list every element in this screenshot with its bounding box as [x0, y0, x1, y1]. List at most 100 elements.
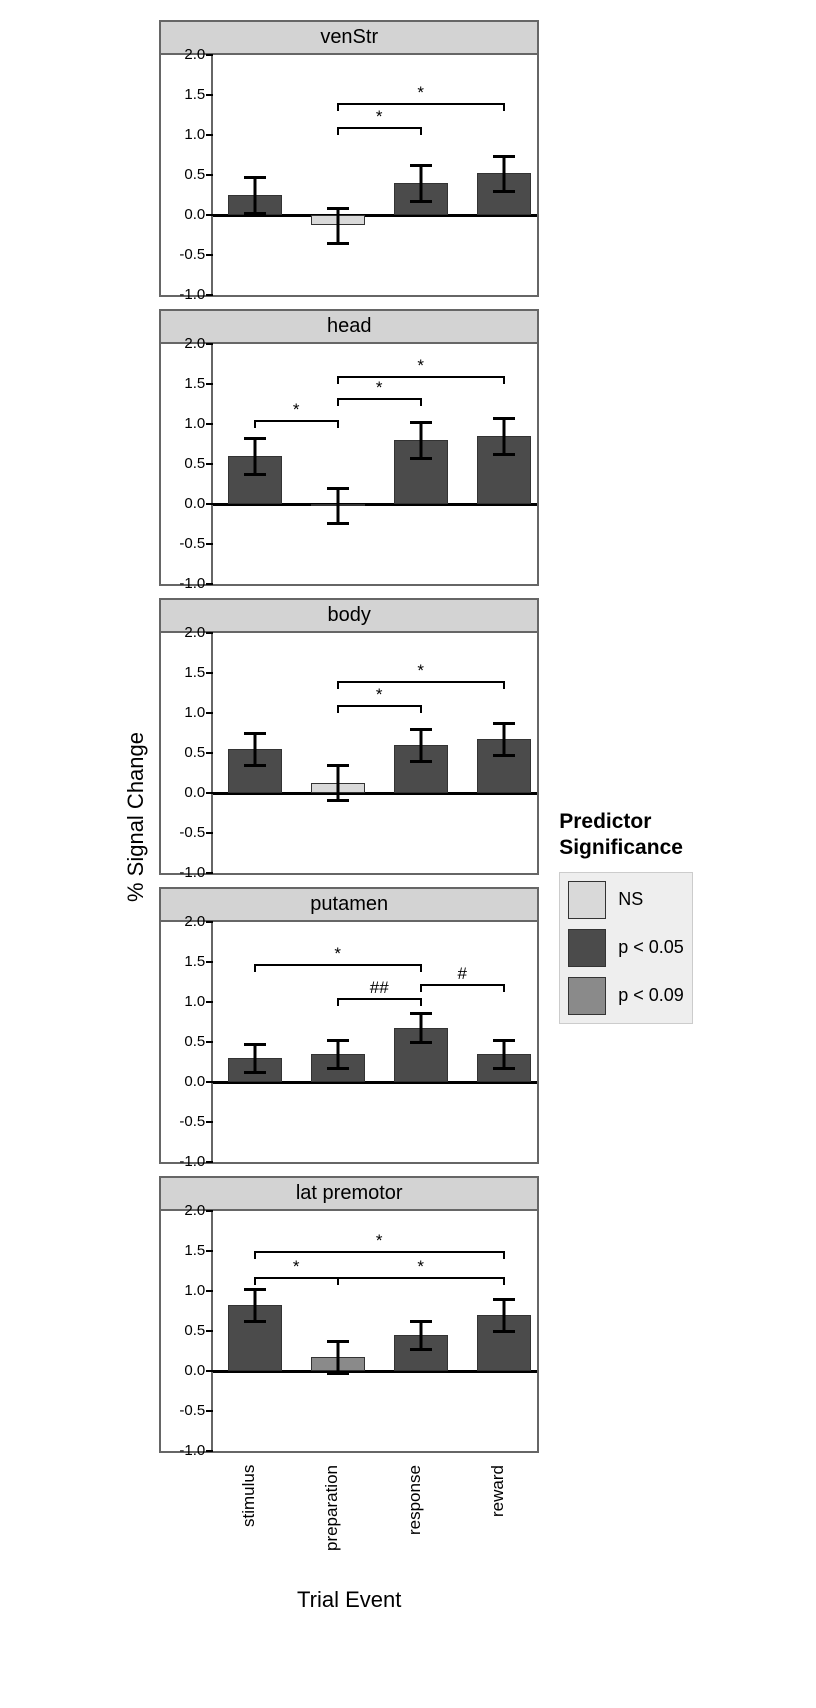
panel-frame: venStr2.01.51.00.50.0-0.5-1.0** [159, 20, 539, 297]
sig-bracket [338, 398, 421, 400]
y-tick-label: 0.0 [184, 784, 205, 801]
errorbar [253, 177, 256, 212]
sig-label: * [334, 944, 341, 964]
y-tick-label: 0.0 [184, 1362, 205, 1379]
y-axis: 2.01.51.00.50.0-0.5-1.0 [161, 922, 211, 1162]
errorbar [502, 1299, 505, 1331]
y-axis: 2.01.51.00.50.0-0.5-1.0 [161, 1211, 211, 1451]
errorbar [502, 418, 505, 453]
sig-label: * [417, 356, 424, 376]
figure: % Signal Change venStr2.01.51.00.50.0-0.… [123, 20, 693, 1613]
y-tick-label: 2.0 [184, 335, 205, 352]
y-tick-label: 1.5 [184, 664, 205, 681]
plot-area: ** [211, 55, 537, 295]
y-tick-label: 1.5 [184, 86, 205, 103]
panel: head2.01.51.00.50.0-0.5-1.0*** [159, 309, 539, 586]
y-tick-label: 0.5 [184, 166, 205, 183]
sig-label: * [417, 661, 424, 681]
y-tick-label: -1.0 [179, 1153, 205, 1170]
panel: venStr2.01.51.00.50.0-0.5-1.0** [159, 20, 539, 297]
sig-bracket [338, 376, 504, 378]
y-tick-label: 1.5 [184, 953, 205, 970]
errorbar [419, 729, 422, 761]
errorbar [336, 765, 339, 800]
sig-bracket [338, 103, 504, 105]
sig-label: # [457, 964, 466, 984]
panels-container: venStr2.01.51.00.50.0-0.5-1.0**head2.01.… [159, 20, 539, 1613]
y-axis: 2.01.51.00.50.0-0.5-1.0 [161, 55, 211, 295]
plot-area: ** [211, 633, 537, 873]
y-tick-label: 1.5 [184, 375, 205, 392]
legend-swatch [568, 977, 606, 1015]
y-tick-label: 2.0 [184, 1202, 205, 1219]
y-tick-label: 2.0 [184, 913, 205, 930]
sig-label: * [293, 400, 300, 420]
errorbar [253, 1044, 256, 1073]
errorbar [502, 1040, 505, 1069]
y-tick-label: 0.5 [184, 744, 205, 761]
panel-frame: body2.01.51.00.50.0-0.5-1.0** [159, 598, 539, 875]
sig-label: * [376, 378, 383, 398]
errorbar [502, 156, 505, 191]
y-axis: 2.01.51.00.50.0-0.5-1.0 [161, 633, 211, 873]
panel: lat premotor2.01.51.00.50.0-0.5-1.0*** [159, 1176, 539, 1453]
sig-bracket [255, 420, 338, 422]
sig-bracket [255, 1277, 338, 1279]
sig-label: ## [370, 978, 389, 998]
y-tick-label: -0.5 [179, 246, 205, 263]
x-axis-label: Trial Event [159, 1587, 539, 1613]
sig-bracket [421, 984, 504, 986]
errorbar [502, 723, 505, 755]
x-tick-label: preparation [322, 1465, 342, 1557]
x-tick-label: reward [488, 1465, 508, 1557]
legend-label: p < 0.05 [618, 937, 684, 958]
errorbar [336, 488, 339, 523]
y-tick-label: -0.5 [179, 1402, 205, 1419]
sig-bracket [338, 127, 421, 129]
x-axis: stimulus preparation response reward [159, 1465, 539, 1557]
legend-item: p < 0.05 [568, 929, 684, 967]
y-tick-label: 1.0 [184, 704, 205, 721]
y-tick-label: 0.0 [184, 206, 205, 223]
sig-bracket [338, 998, 421, 1000]
y-tick-label: -1.0 [179, 286, 205, 303]
sig-label: * [376, 107, 383, 127]
sig-bracket [255, 964, 421, 966]
sig-label: * [417, 83, 424, 103]
y-tick-label: 1.0 [184, 1282, 205, 1299]
panel-title: body [161, 600, 537, 633]
legend-swatch [568, 881, 606, 919]
sig-bracket [338, 705, 421, 707]
y-tick-label: 1.5 [184, 1242, 205, 1259]
panel-frame: putamen2.01.51.00.50.0-0.5-1.0###* [159, 887, 539, 1164]
y-tick-label: -0.5 [179, 1113, 205, 1130]
y-tick-label: 0.5 [184, 1033, 205, 1050]
errorbar [419, 422, 422, 457]
plot-area: * * * [211, 1211, 537, 1451]
sig-bracket [338, 681, 504, 683]
errorbar [336, 1040, 339, 1069]
left-block: % Signal Change venStr2.01.51.00.50.0-0.… [123, 20, 539, 1613]
y-tick-label: 1.0 [184, 126, 205, 143]
y-tick-label: -1.0 [179, 864, 205, 881]
x-tick-label: stimulus [239, 1465, 259, 1557]
y-tick-label: 0.5 [184, 455, 205, 472]
sig-bracket [338, 1277, 504, 1279]
y-tick-label: 2.0 [184, 46, 205, 63]
plot-area: * * * [211, 344, 537, 584]
y-tick-label: -0.5 [179, 824, 205, 841]
sig-label: * [376, 1231, 383, 1251]
errorbar [419, 165, 422, 200]
sig-label: * [293, 1257, 300, 1277]
panel: body2.01.51.00.50.0-0.5-1.0** [159, 598, 539, 875]
sig-label: * [376, 685, 383, 705]
y-axis-label: % Signal Change [123, 732, 149, 902]
legend-swatch [568, 929, 606, 967]
sig-label: * [417, 1257, 424, 1277]
x-tick-label: response [405, 1465, 425, 1557]
errorbar [419, 1013, 422, 1042]
legend-item: NS [568, 881, 684, 919]
y-tick-label: -1.0 [179, 1442, 205, 1459]
y-tick-label: 2.0 [184, 624, 205, 641]
panel: putamen2.01.51.00.50.0-0.5-1.0###* [159, 887, 539, 1164]
